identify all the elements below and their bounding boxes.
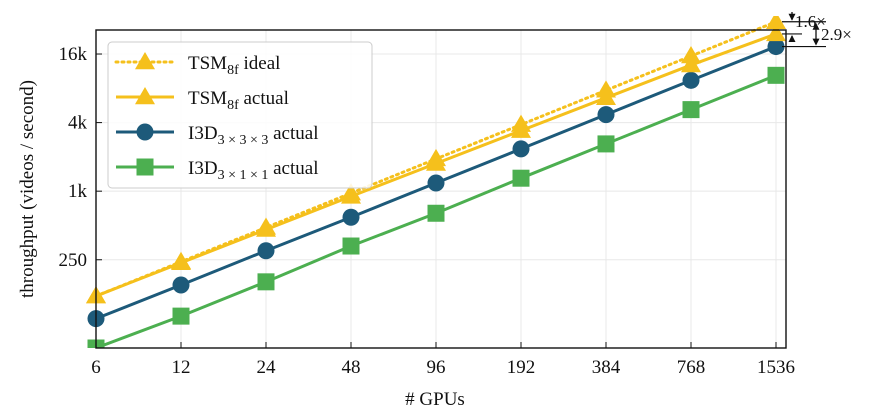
legend-subscript: 3 × 3 × 3 — [218, 133, 269, 148]
data-point-i3d-333 — [342, 208, 360, 226]
plot-frame — [95, 29, 787, 349]
data-point-i3d-311 — [257, 273, 275, 291]
legend-subscript: 3 × 1 × 1 — [218, 168, 269, 183]
y-tick-label: 16k — [59, 44, 88, 65]
data-point-i3d-333 — [767, 38, 785, 56]
data-point-tsm-ideal — [511, 114, 531, 132]
data-point-i3d-333 — [257, 242, 275, 260]
data-point-i3d-333 — [512, 140, 530, 158]
y-tick-label: 250 — [59, 250, 88, 271]
y-tick-label: 4k — [68, 113, 88, 134]
x-tick-label: 6 — [91, 357, 101, 378]
series-i3d-311 — [87, 66, 785, 348]
data-point-i3d-311 — [427, 204, 445, 222]
data-point-tsm-ideal — [596, 80, 616, 98]
legend-suffix: ideal — [239, 53, 281, 74]
annotations: 1.6×2.9× — [782, 12, 852, 48]
legend-marker-i3d-311 — [136, 158, 154, 176]
x-tick-label: 48 — [342, 357, 361, 378]
legend-marker-tsm-actual — [135, 87, 155, 105]
annot-arrowhead — [812, 38, 820, 46]
data-point-i3d-333 — [682, 71, 700, 89]
data-point-i3d-311 — [512, 169, 530, 187]
data-point-i3d-333 — [172, 276, 190, 294]
data-point-i3d-311 — [682, 101, 700, 119]
legend-marker-tsm-ideal — [135, 52, 155, 70]
legend-label-tsm-actual: TSM8f actual — [188, 88, 289, 113]
annot-arrowhead — [812, 22, 820, 30]
legend-subscript: 8f — [227, 98, 239, 113]
legend-name: TSM — [188, 53, 227, 74]
legend-label-i3d-333: I3D3 × 3 × 3 actual — [188, 123, 318, 148]
data-point-i3d-311 — [767, 66, 785, 84]
annot-label-2: 2.9× — [821, 25, 852, 44]
legend-suffix: actual — [239, 88, 289, 109]
annot-arrowhead — [788, 13, 796, 21]
data-point-tsm-ideal — [256, 217, 276, 235]
legend-subscript: 8f — [227, 63, 239, 78]
data-point-tsm-ideal — [766, 16, 786, 29]
legend-suffix: actual — [268, 123, 318, 144]
series-tsm-ideal — [86, 16, 786, 304]
data-point-tsm-actual — [681, 55, 701, 73]
x-tick-label: 1536 — [757, 357, 795, 378]
y-axis-title: throughput (videos / second) — [17, 80, 38, 298]
data-point-i3d-311 — [597, 135, 615, 153]
data-point-i3d-333 — [427, 174, 445, 192]
legend-label-i3d-311: I3D3 × 1 × 1 actual — [188, 158, 318, 183]
data-point-tsm-ideal — [426, 148, 446, 167]
legend-suffix: actual — [268, 158, 318, 179]
x-tick-label: 96 — [427, 357, 446, 378]
x-axis-title: # GPUs — [405, 389, 465, 410]
legend-marker-i3d-333 — [136, 123, 154, 141]
series-layer — [86, 16, 786, 348]
y-tick-label: 1k — [68, 181, 88, 202]
data-point-tsm-ideal — [171, 251, 191, 269]
legend-name: TSM — [188, 88, 227, 109]
x-tick-label: 24 — [257, 357, 277, 378]
data-point-tsm-actual — [766, 23, 786, 42]
x-tick-label: 768 — [677, 357, 706, 378]
legend-name: I3D — [188, 123, 218, 144]
data-point-i3d-311 — [342, 237, 360, 255]
data-point-tsm-ideal — [341, 183, 361, 201]
annot-label-1: 1.6× — [795, 12, 826, 31]
legend-label-tsm-ideal: TSM8f ideal — [188, 53, 280, 78]
legend-name: I3D — [188, 158, 218, 179]
x-tick-label: 12 — [172, 357, 191, 378]
data-point-i3d-333 — [597, 106, 615, 124]
legend-box — [107, 41, 373, 189]
x-tick-label: 384 — [592, 357, 621, 378]
annot-arrowhead — [788, 34, 796, 42]
x-tick-label: 192 — [507, 357, 536, 378]
data-point-tsm-ideal — [681, 46, 701, 64]
data-point-i3d-311 — [172, 307, 190, 325]
axes: 6 12 24 48 96 192 384 768 1536 250 1k 4k 16k # GPUs th… — [17, 44, 795, 410]
